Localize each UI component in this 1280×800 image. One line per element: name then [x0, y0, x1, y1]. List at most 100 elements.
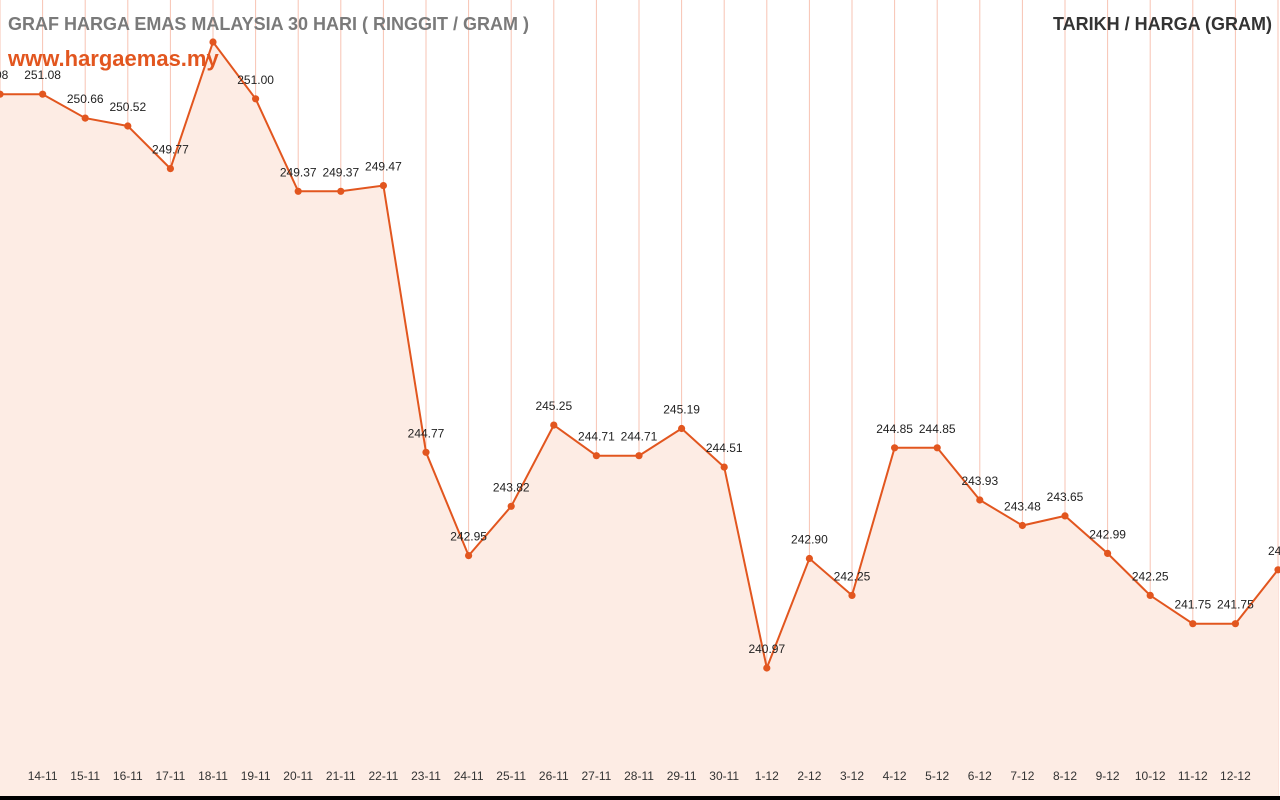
x-tick-label: 23-11	[411, 769, 441, 783]
data-point	[422, 448, 430, 456]
data-label: 249.77	[152, 143, 189, 157]
data-label: 240.97	[748, 642, 785, 656]
data-point	[379, 182, 387, 190]
x-tick-label: 10-12	[1135, 769, 1166, 783]
data-point	[81, 114, 89, 122]
data-point	[0, 90, 4, 98]
data-label: 249.47	[365, 160, 402, 174]
x-tick-label: 4-12	[883, 769, 907, 783]
x-tick-label: 6-12	[968, 769, 992, 783]
x-tick-label: 1-12	[755, 769, 779, 783]
x-axis-ticks: 14-11 15-11 16-11 17-11 18-11 19-11 20-11 21-11…	[28, 769, 1251, 783]
data-point	[1061, 512, 1069, 520]
data-point	[209, 38, 217, 46]
bottom-border	[0, 796, 1280, 800]
data-label: 241.75	[1217, 598, 1254, 612]
data-label: 244.85	[876, 422, 913, 436]
data-label: 241.75	[1174, 598, 1211, 612]
data-point	[592, 452, 601, 460]
data-point	[720, 463, 728, 471]
data-label: 242.90	[791, 533, 828, 547]
data-point	[678, 424, 686, 433]
data-point	[848, 591, 856, 600]
x-tick-label: 8-12	[1053, 769, 1077, 783]
x-tick-label: 5-12	[925, 769, 949, 783]
x-tick-label: 17-11	[155, 769, 185, 783]
x-tick-label: 3-12	[840, 769, 864, 783]
data-label: 243.65	[1047, 490, 1084, 504]
x-tick-label: 21-11	[326, 769, 356, 783]
data-label: 243.48	[1004, 500, 1041, 514]
x-tick-label: 11-12	[1178, 769, 1208, 783]
data-points	[0, 38, 1280, 672]
data-label: 251.08	[24, 68, 61, 82]
data-point	[294, 187, 302, 195]
data-label: .08	[0, 68, 9, 82]
x-tick-label: 20-11	[283, 769, 313, 783]
data-label: 250.52	[109, 100, 146, 114]
x-tick-label: 26-11	[539, 769, 569, 783]
data-point	[763, 664, 771, 672]
data-label: 244.77	[408, 426, 445, 440]
data-point	[1018, 521, 1026, 530]
data-label: 242.99	[1089, 527, 1126, 541]
data-label: 244.51	[706, 441, 743, 455]
data-point	[976, 496, 984, 504]
data-point	[805, 554, 814, 563]
x-tick-label: 29-11	[667, 769, 697, 783]
x-tick-label: 22-11	[368, 769, 398, 783]
data-label: 242.25	[1132, 569, 1169, 583]
x-tick-label: 16-11	[113, 769, 143, 783]
area-path	[0, 42, 1278, 796]
data-point	[337, 187, 345, 195]
data-label: 245.19	[663, 403, 700, 417]
data-label: 244.71	[621, 430, 658, 444]
data-label: 243.93	[961, 474, 998, 488]
x-tick-label: 25-11	[496, 769, 526, 783]
data-label: 251.00	[237, 73, 274, 87]
x-tick-label: 18-11	[198, 769, 228, 783]
data-point	[507, 502, 515, 510]
data-point	[1231, 620, 1239, 628]
data-label: 244.85	[919, 422, 956, 436]
area-fill	[0, 42, 1278, 796]
data-point	[1274, 566, 1280, 574]
data-label: 243.82	[493, 480, 530, 494]
site-url-link[interactable]: www.hargaemas.my	[8, 46, 219, 71]
x-tick-label: 2-12	[797, 769, 821, 783]
data-point	[891, 444, 899, 452]
data-label: 244.71	[578, 430, 615, 444]
data-label: 242.25	[834, 569, 871, 583]
x-tick-label: 12-12	[1220, 769, 1251, 783]
x-tick-label: 19-11	[241, 769, 271, 783]
data-label: 242.95	[450, 530, 487, 544]
x-tick-label: 24-11	[454, 769, 484, 783]
data-label: 250.66	[67, 92, 104, 106]
data-point	[124, 122, 132, 130]
data-point	[933, 444, 941, 452]
data-point	[1189, 620, 1197, 628]
x-tick-label: 9-12	[1096, 769, 1120, 783]
data-point	[1104, 549, 1112, 558]
data-point	[252, 95, 260, 103]
x-tick-label: 7-12	[1010, 769, 1034, 783]
data-point	[39, 90, 47, 98]
x-tick-label: 27-11	[581, 769, 611, 783]
data-label: 249.37	[322, 165, 359, 179]
chart-title: GRAF HARGA EMAS MALAYSIA 30 HARI ( RINGG…	[8, 14, 530, 34]
axis-legend: TARIKH / HARGA (GRAM)	[1053, 14, 1272, 34]
x-tick-label: 15-11	[70, 769, 100, 783]
data-label: 242	[1268, 544, 1280, 558]
x-tick-label: 28-11	[624, 769, 654, 783]
data-labels: .08 251.08 250.66 250.52 249.77 251.00 249.37 2…	[0, 68, 1280, 656]
x-tick-label: 30-11	[709, 769, 739, 783]
data-label: 249.37	[280, 165, 317, 179]
data-point	[550, 421, 558, 429]
x-tick-label: 14-11	[28, 769, 58, 783]
data-point	[635, 452, 643, 460]
data-point	[166, 165, 174, 173]
data-label: 245.25	[535, 399, 572, 413]
data-point	[465, 552, 473, 560]
